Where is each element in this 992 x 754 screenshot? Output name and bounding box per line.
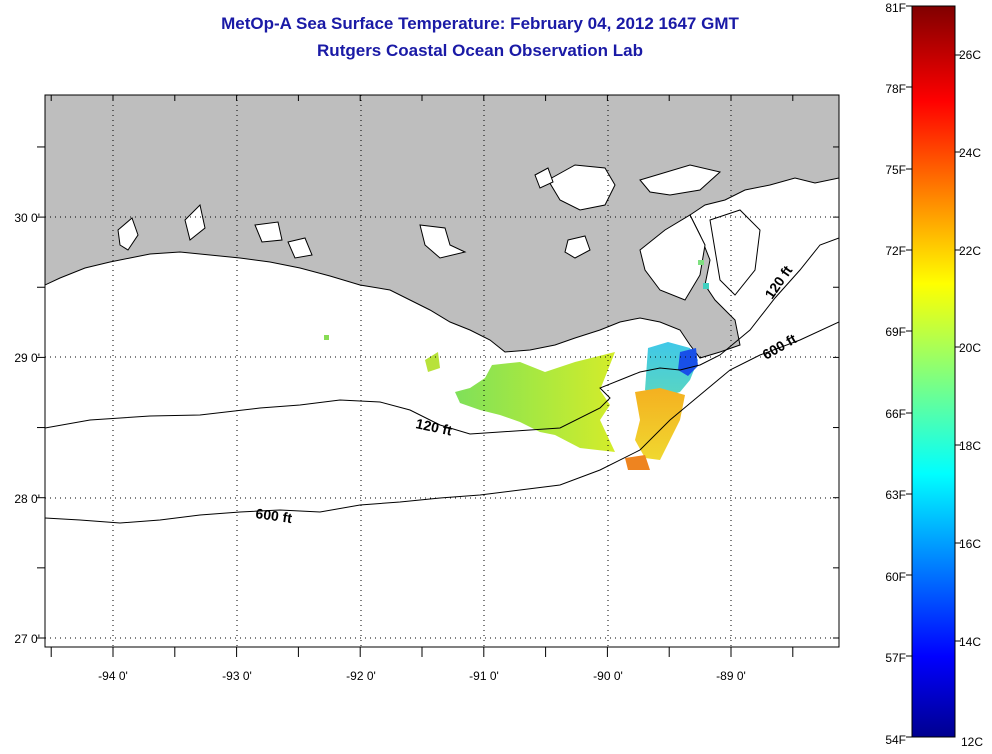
- lake-maurepas: [534, 167, 554, 189]
- sst-patch-deep-orange: [625, 455, 650, 470]
- colorbar-f-label: 63F: [885, 488, 906, 502]
- lon-tick-label: -91 0': [469, 669, 499, 683]
- lon-tick-label: -93 0': [222, 669, 252, 683]
- colorbar-f-label: 69F: [885, 325, 906, 339]
- plot-frame: [44, 94, 840, 648]
- colorbar-c-label: 20C: [959, 341, 981, 355]
- contour-label: 600 ft: [255, 505, 294, 526]
- lon-tick-label: -94 0': [98, 669, 128, 683]
- colorbar-c-label: 14C: [959, 635, 981, 649]
- lake-salvador: [564, 235, 591, 259]
- sst-dot: [698, 260, 704, 265]
- lake-borgne: [639, 164, 722, 196]
- barataria-bay: [639, 214, 706, 301]
- colorbar-f-label: 78F: [885, 82, 906, 96]
- colorbar-f-label: 60F: [885, 570, 906, 584]
- axis-ticks: [37, 95, 839, 657]
- colorbar-f-label: 66F: [885, 407, 906, 421]
- lake-sabine: [254, 221, 283, 243]
- lat-tick-label: 27 0': [14, 632, 40, 646]
- map-subtitle: Rutgers Coastal Ocean Observation Lab: [317, 41, 643, 60]
- colorbar-f-label: 75F: [885, 163, 906, 177]
- colorbar-f-label: 57F: [885, 651, 906, 665]
- colorbar-c-label: 16C: [959, 537, 981, 551]
- graticule: [45, 95, 839, 647]
- atchafalaya-bay: [419, 224, 467, 259]
- contour-120ft-line: [45, 237, 839, 435]
- sst-dot: [703, 283, 709, 289]
- lat-tick-label: 29 0': [14, 351, 40, 365]
- contour-label: 120 ft: [414, 415, 453, 438]
- colorbar-f-label: 54F: [885, 733, 906, 747]
- colorbar-c-label: 18C: [959, 439, 981, 453]
- sst-patch-west: [455, 352, 615, 452]
- colorbar: [911, 5, 956, 738]
- lon-tick-label: -90 0': [593, 669, 623, 683]
- lat-tick-label: 28 0': [14, 492, 40, 506]
- colorbar-f-label: 72F: [885, 244, 906, 258]
- grand-lake: [117, 217, 139, 251]
- lake-pontchartrain: [547, 164, 616, 211]
- colorbar-ticks: [906, 5, 961, 738]
- breton-sound: [709, 209, 761, 296]
- map-title: MetOp-A Sea Surface Temperature: Februar…: [221, 14, 739, 33]
- lon-tick-label: -92 0': [346, 669, 376, 683]
- sst-dot: [324, 335, 329, 340]
- sst-data-layer: [324, 260, 709, 470]
- colorbar-c-label: 22C: [959, 244, 981, 258]
- colorbar-f-label: 81F: [885, 1, 906, 15]
- colorbar-c-label: 24C: [959, 146, 981, 160]
- colorbar-c-label: 26C: [959, 48, 981, 62]
- colorbar-c-label: 12C: [961, 735, 983, 749]
- lat-tick-label: 30 0': [14, 211, 40, 225]
- sst-patch-small: [425, 352, 440, 372]
- lon-tick-label: -89 0': [716, 669, 746, 683]
- marsh-water: [287, 237, 313, 259]
- land-mass: [45, 95, 839, 359]
- contour-600ft-line: [45, 321, 839, 524]
- white-lake: [184, 203, 206, 241]
